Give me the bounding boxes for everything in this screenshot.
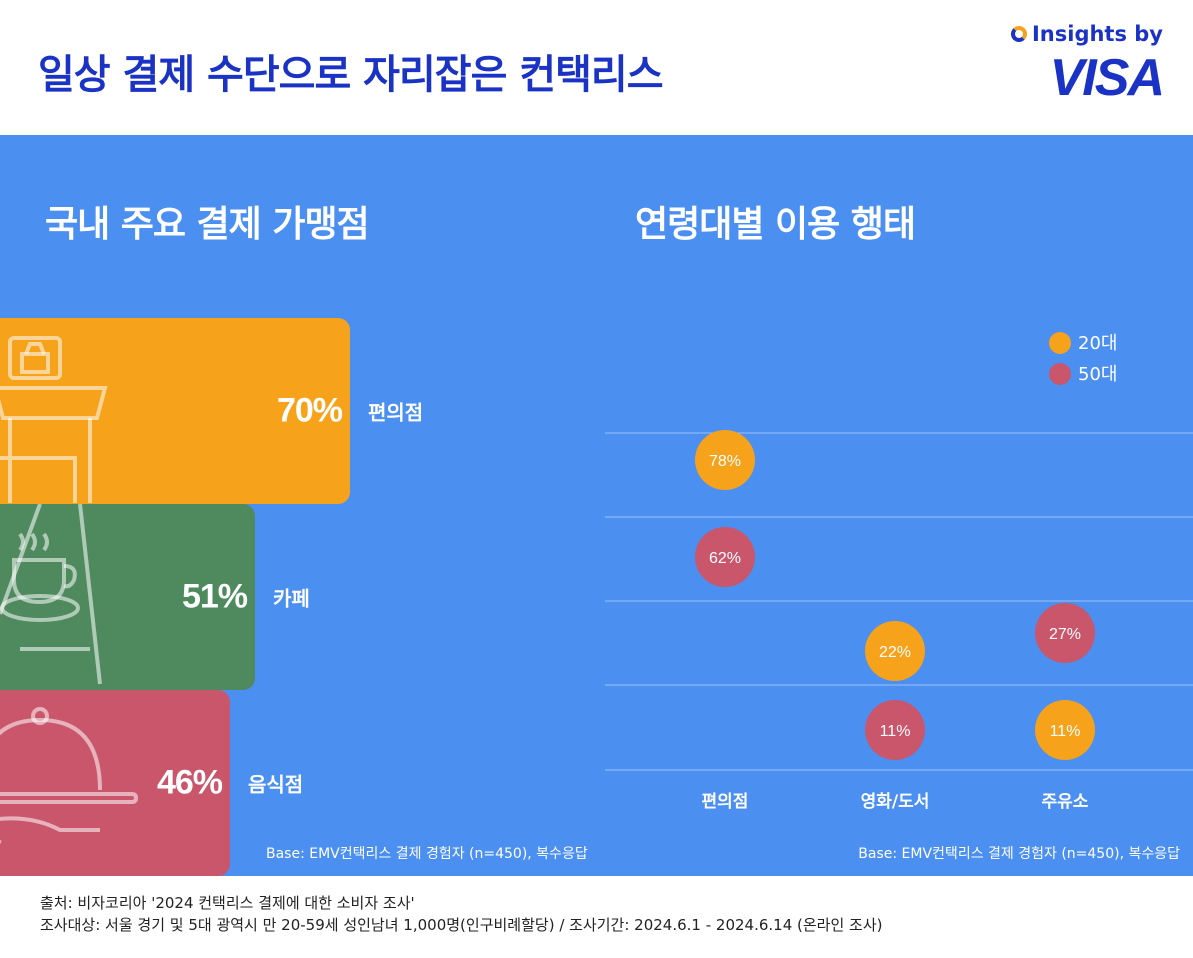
bar-1: 70%: [0, 318, 350, 504]
bar-2: 51%: [0, 504, 255, 690]
header: 일상 결제 수단으로 자리잡은 컨택리스 Insights by VISA: [0, 0, 1193, 135]
footer-notes: 출처: 비자코리아 '2024 컨택리스 결제에 대한 소비자 조사' 조사대상…: [40, 892, 882, 936]
data-point: [1035, 603, 1095, 663]
right-section-title: 연령대별 이용 행태: [635, 204, 916, 245]
coffee-cup-icon: [0, 504, 102, 685]
insights-by-label: Insights by: [1010, 22, 1163, 46]
footer-source: 출처: 비자코리아 '2024 컨택리스 결제에 대한 소비자 조사': [40, 894, 415, 912]
category-label: 주유소: [1042, 792, 1089, 812]
visa-insights-logo: Insights by VISA: [1003, 22, 1165, 107]
data-point: [865, 700, 925, 760]
data-point: [695, 527, 755, 587]
data-point: [1035, 700, 1095, 760]
bar-category-label: 편의점: [368, 400, 424, 425]
insights-text: Insights by: [1031, 22, 1163, 46]
legend-swatch: [1049, 363, 1071, 385]
data-point-label: 78%: [709, 453, 741, 470]
bar-category-label: 카페: [273, 586, 310, 611]
data-point: [695, 430, 755, 490]
bar-3: 46%: [0, 690, 230, 876]
bar-value-label: 51%: [181, 577, 248, 616]
bar-value-label: 70%: [276, 391, 343, 430]
bar-category-label: 음식점: [248, 772, 304, 797]
data-point-label: 22%: [879, 644, 911, 661]
bar-value-label: 46%: [156, 763, 223, 802]
data-point-label: 62%: [709, 550, 741, 567]
category-label: 편의점: [702, 792, 749, 812]
serving-cloche-icon: [0, 707, 139, 845]
infographic-panel: 국내 주요 결제 가맹점 연령대별 이용 행태 70% 편의점 51% 카페 46% 음식…: [0, 135, 1193, 876]
left-section-title: 국내 주요 결제 가맹점: [45, 204, 370, 245]
store-icon: [0, 336, 108, 503]
data-point-label: 27%: [1049, 626, 1081, 643]
data-point: [865, 621, 925, 681]
category-label: 영화/도서: [861, 792, 930, 812]
legend-label: 50대: [1078, 364, 1117, 385]
legend-swatch: [1049, 332, 1071, 354]
page-title: 일상 결제 수단으로 자리잡은 컨택리스: [38, 52, 664, 98]
right-base-note: Base: EMV컨택리스 결제 경험자 (n=450), 복수응답: [858, 846, 1180, 862]
legend-label: 20대: [1078, 333, 1117, 354]
data-point-label: 11%: [880, 723, 911, 740]
footer-survey-info: 조사대상: 서울 경기 및 5대 광역시 만 20-59세 성인남녀 1,000…: [40, 916, 883, 934]
visa-wordmark: VISA: [1049, 49, 1165, 107]
data-point-label: 11%: [1050, 723, 1081, 740]
insights-logo-icon: [1010, 26, 1027, 42]
left-base-note: Base: EMV컨택리스 결제 경험자 (n=450), 복수응답: [266, 846, 588, 862]
age-dot-chart: 78% 22% 11% 62% 11% 27% 편의점 영화/도서 주유소 20대 50대: [605, 332, 1193, 812]
